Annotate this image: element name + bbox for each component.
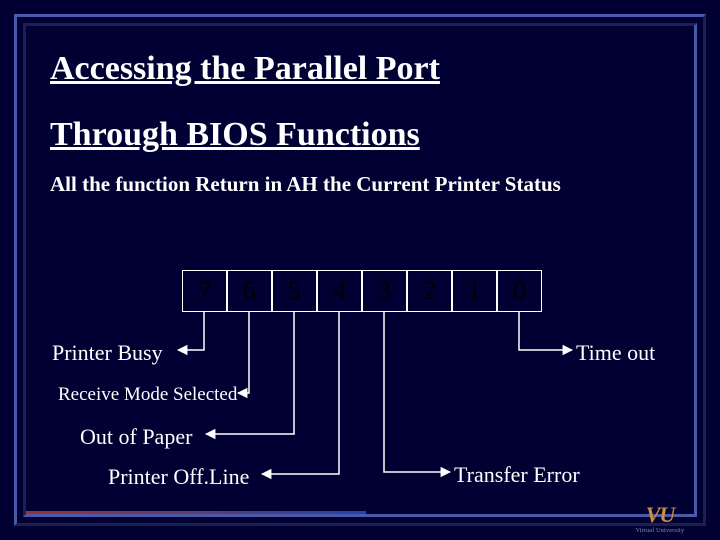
vu-logo: VU Virtual University [630,502,690,534]
bit-cell-7: 7 [182,270,227,312]
bit-cell-4: 4 [317,270,362,312]
status-label-1: Time out [576,340,655,366]
logo-main: VU [630,502,690,528]
bottom-accent-bar [26,511,366,514]
status-label-0: Printer Busy [52,340,163,366]
status-label-5: Transfer Error [454,462,580,488]
bit-cell-6: 6 [227,270,272,312]
bit-cell-1: 1 [452,270,497,312]
status-label-4: Printer Off.Line [108,464,249,490]
logo-sub: Virtual University [630,528,690,534]
title-line-1: Accessing the Parallel Port [50,50,670,88]
status-label-3: Out of Paper [80,424,192,450]
bit-register-table: 76543210 [182,270,542,312]
content-area: Accessing the Parallel Port Through BIOS… [50,50,670,221]
bit-cell-3: 3 [362,270,407,312]
status-label-2: Receive Mode Selected [58,384,237,406]
subtitle: All the function Return in AH the Curren… [50,172,670,197]
bit-cell-0: 0 [497,270,542,312]
bit-cell-2: 2 [407,270,452,312]
title-line-2: Through BIOS Functions [50,116,670,154]
bit-cell-5: 5 [272,270,317,312]
